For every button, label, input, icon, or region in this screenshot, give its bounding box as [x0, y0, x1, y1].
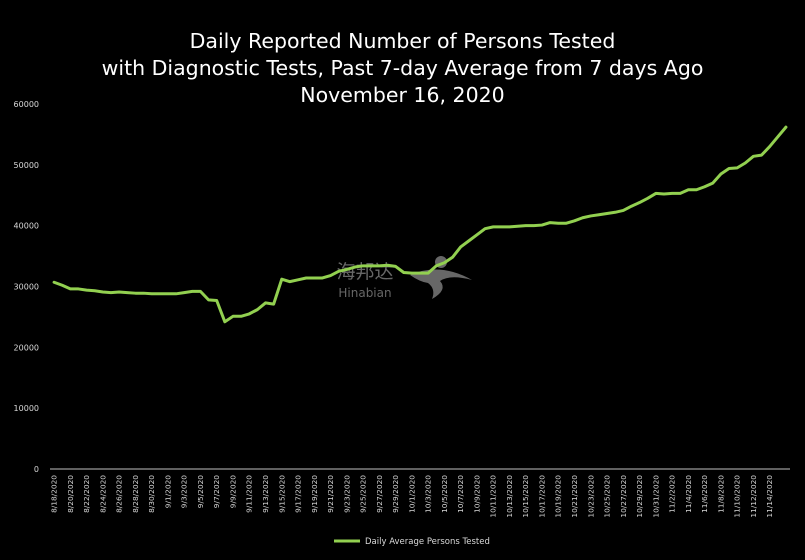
x-tick-label: 9/23/2020 [342, 475, 351, 513]
x-tick-label: 9/9/2020 [228, 475, 237, 508]
y-tick-label: 50000 [14, 161, 39, 170]
watermark: 海邦达 Hinabian [336, 256, 472, 300]
y-tick-label: 40000 [14, 222, 39, 231]
x-tick-label: 9/27/2020 [375, 475, 384, 513]
x-tick-label: 10/17/2020 [537, 475, 546, 518]
legend: Daily Average Persons Tested [334, 537, 490, 547]
x-tick-label: 8/30/2020 [147, 475, 156, 513]
chart-title-line-1: Daily Reported Number of Persons Tested [189, 29, 616, 53]
watermark-en-text: Hinabian [338, 286, 391, 300]
x-tick-label: 9/7/2020 [212, 475, 221, 508]
y-tick-label: 60000 [14, 100, 39, 109]
x-tick-label: 10/25/2020 [603, 475, 612, 518]
x-tick-label: 10/15/2020 [521, 475, 530, 518]
x-tick-label: 11/14/2020 [765, 475, 774, 518]
x-tick-label: 10/13/2020 [505, 475, 514, 518]
y-tick-label: 10000 [14, 404, 39, 413]
x-tick-label: 8/24/2020 [98, 475, 107, 513]
chart-title-line-3: November 16, 2020 [300, 83, 505, 107]
x-tick-label: 10/23/2020 [586, 475, 595, 518]
x-tick-label: 11/12/2020 [749, 475, 758, 518]
x-tick-label: 9/13/2020 [261, 475, 270, 513]
x-tick-label: 10/31/2020 [651, 475, 660, 518]
y-tick-label: 30000 [14, 283, 39, 292]
x-tick-label: 9/5/2020 [196, 475, 205, 508]
chart-title-line-2: with Diagnostic Tests, Past 7-day Averag… [101, 56, 704, 80]
x-tick-label: 10/21/2020 [570, 475, 579, 518]
x-tick-label: 9/25/2020 [359, 475, 368, 513]
chart-title: Daily Reported Number of Persons Tested … [0, 28, 805, 109]
x-tick-label: 10/11/2020 [489, 475, 498, 518]
x-tick-label: 11/4/2020 [684, 475, 693, 513]
x-tick-label: 9/15/2020 [277, 475, 286, 513]
x-tick-label: 10/29/2020 [635, 475, 644, 518]
x-tick-label: 8/26/2020 [115, 475, 124, 513]
x-tick-label: 9/19/2020 [310, 475, 319, 513]
x-tick-label: 9/29/2020 [391, 475, 400, 513]
x-tick-label: 10/19/2020 [554, 475, 563, 518]
x-tick-label: 10/9/2020 [472, 475, 481, 513]
x-tick-label: 9/3/2020 [180, 475, 189, 508]
x-tick-label: 10/7/2020 [456, 475, 465, 513]
x-tick-label: 11/6/2020 [700, 475, 709, 513]
x-tick-label: 11/8/2020 [716, 475, 725, 513]
series-line-daily-average [52, 125, 788, 324]
y-axis-ticks: 0 10000 20000 30000 40000 50000 60000 [14, 100, 39, 474]
x-tick-label: 8/28/2020 [131, 475, 140, 513]
x-tick-label: 8/18/2020 [50, 475, 59, 513]
x-tick-label: 10/5/2020 [440, 475, 449, 513]
x-tick-label: 10/1/2020 [407, 475, 416, 513]
x-tick-label: 8/20/2020 [66, 475, 75, 513]
x-tick-label: 11/2/2020 [668, 475, 677, 513]
x-tick-label: 9/1/2020 [163, 475, 172, 508]
x-tick-label: 10/27/2020 [619, 475, 628, 518]
x-tick-label: 9/17/2020 [294, 475, 303, 513]
x-tick-label: 11/10/2020 [733, 475, 742, 518]
legend-label: Daily Average Persons Tested [365, 537, 490, 547]
y-tick-label: 0 [34, 465, 39, 474]
x-tick-label: 8/22/2020 [82, 475, 91, 513]
x-tick-label: 9/11/2020 [245, 475, 254, 513]
x-tick-label: 9/21/2020 [326, 475, 335, 513]
x-tick-label: 10/3/2020 [424, 475, 433, 513]
x-axis-ticks: 8/18/2020 8/20/2020 8/22/2020 8/24/2020 8/26… [50, 475, 775, 518]
y-tick-label: 20000 [14, 343, 39, 352]
